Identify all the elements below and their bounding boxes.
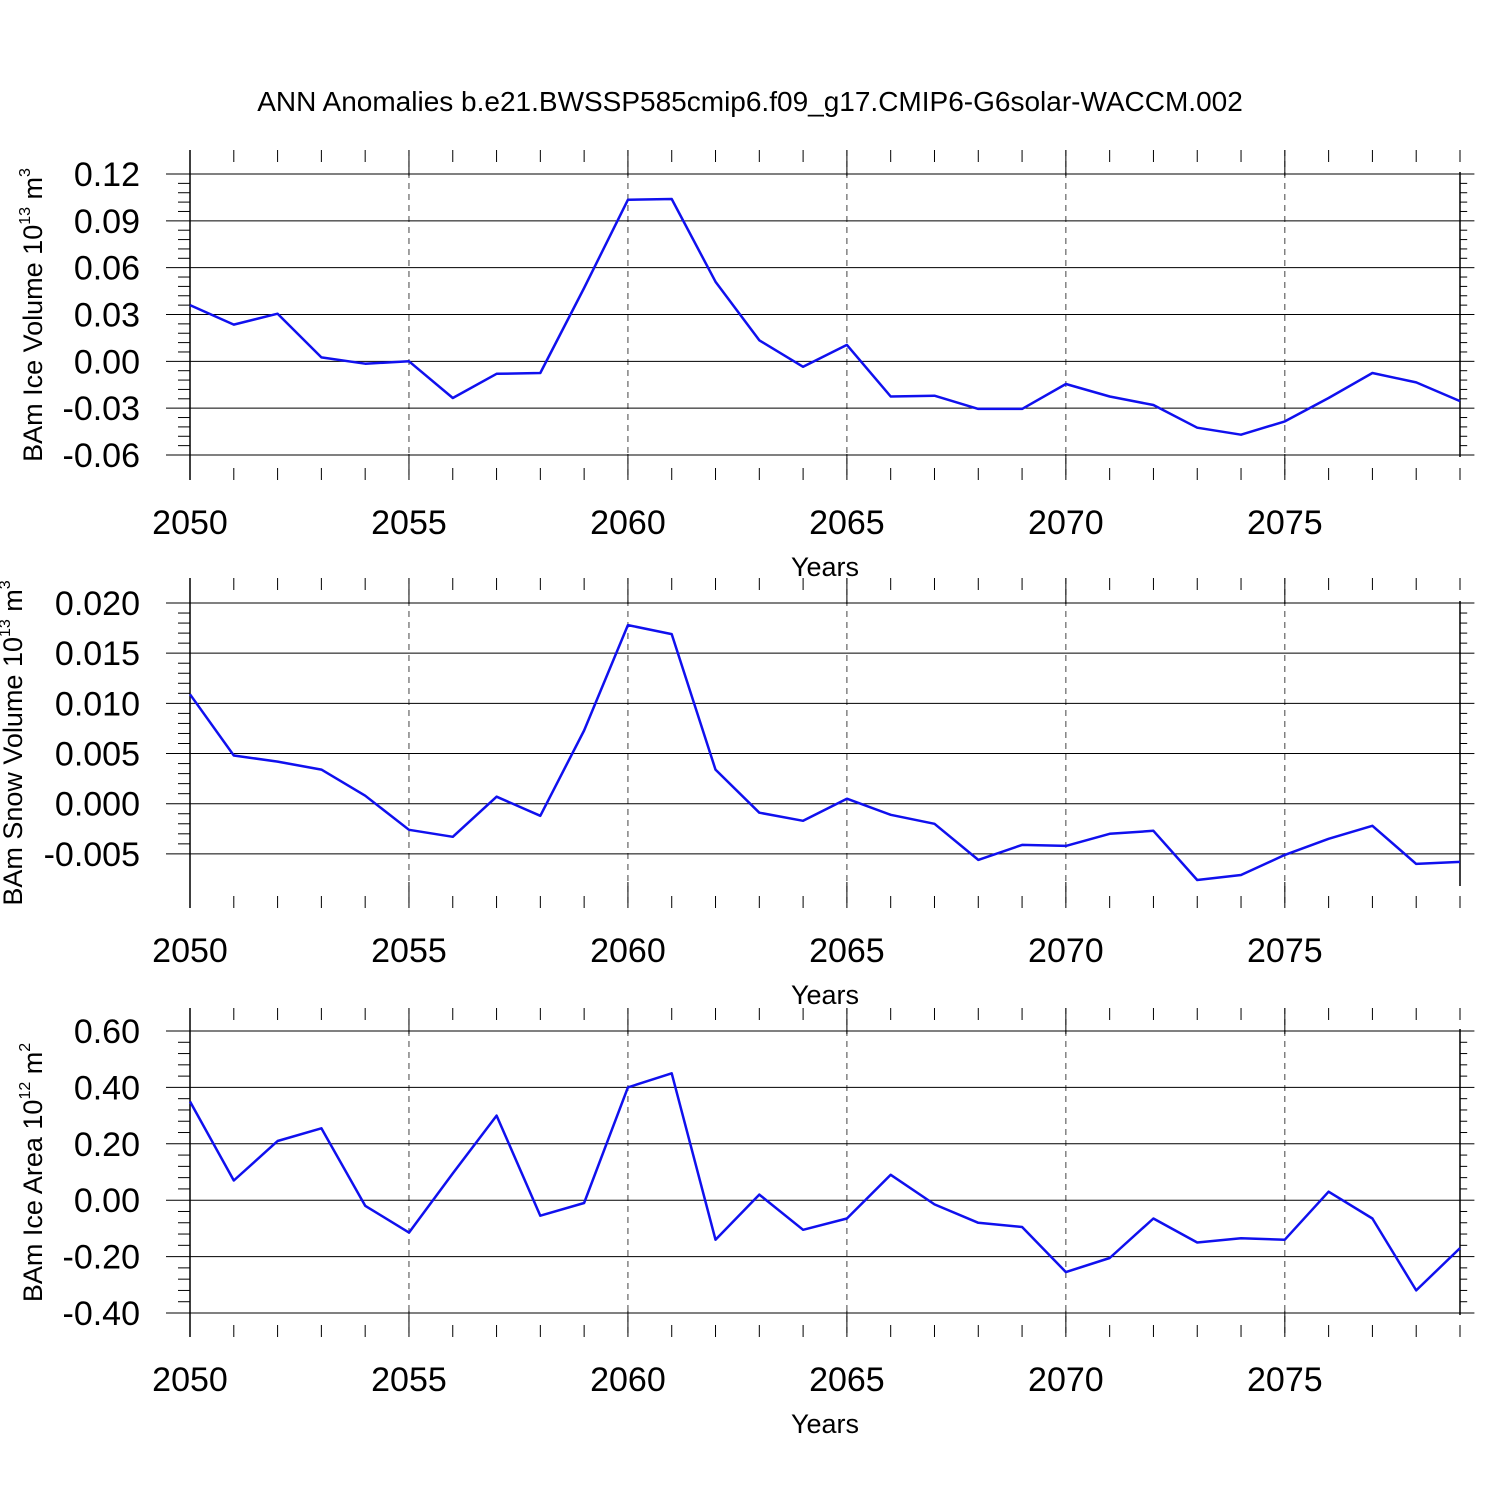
x-tick-label: 2060 — [590, 1361, 666, 1399]
x-tick-label: 2075 — [1247, 504, 1323, 542]
panel-1: 0.12 0.09 0.06 0.03 0.00 -0.03 -0.06 2050 2055 20… — [17, 150, 1475, 582]
x-tick-label: 2065 — [809, 504, 885, 542]
y-axis-label: BAm Snow Volume 1013 m3 — [0, 580, 28, 905]
y-axis-label: BAm Ice Area 1012 m2 — [17, 1043, 48, 1302]
y-tick-label: -0.06 — [63, 437, 141, 475]
y-tick-label: 0.40 — [74, 1069, 140, 1107]
x-tick-label: 2055 — [371, 504, 447, 542]
x-tick-label: 2075 — [1247, 1361, 1323, 1399]
y-tick-label: 0.06 — [74, 250, 140, 288]
x-tick-label: 2060 — [590, 504, 666, 542]
y-tick-label: -0.03 — [63, 390, 141, 428]
y-tick-label: 0.015 — [55, 635, 140, 673]
y-tick-label: 0.00 — [74, 343, 140, 381]
x-tick-label: 2070 — [1028, 504, 1104, 542]
y-tick-label: 0.20 — [74, 1126, 140, 1164]
x-tick-label: 2050 — [152, 932, 228, 970]
x-tick-label: 2065 — [809, 1361, 885, 1399]
x-axis-label: Years — [791, 1409, 859, 1439]
x-tick-label: 2050 — [152, 504, 228, 542]
x-tick-label: 2075 — [1247, 932, 1323, 970]
y-tick-label: 0.010 — [55, 685, 140, 723]
x-axis-label: Years — [791, 552, 859, 582]
series-line — [188, 623, 1461, 882]
x-tick-label: 2065 — [809, 932, 885, 970]
y-tick-label: 0.000 — [55, 786, 140, 824]
y-tick-label: 0.60 — [74, 1013, 140, 1051]
y-tick-label: -0.20 — [63, 1239, 141, 1277]
panels-group: 0.12 0.09 0.06 0.03 0.00 -0.03 -0.06 2050 2055 20… — [0, 150, 1475, 1439]
x-tick-label: 2050 — [152, 1361, 228, 1399]
panel-2: 0.020 0.015 0.010 0.005 0.000 -0.005 2050 2055 2… — [0, 578, 1475, 1010]
x-tick-label: 2070 — [1028, 1361, 1104, 1399]
x-tick-label: 2060 — [590, 932, 666, 970]
chart-title: ANN Anomalies b.e21.BWSSP585cmip6.f09_g1… — [257, 86, 1243, 117]
y-tick-label: -0.005 — [44, 836, 140, 874]
y-tick-label: 0.020 — [55, 585, 140, 623]
y-tick-label: 0.12 — [74, 156, 140, 194]
panel-3: 0.60 0.40 0.20 0.00 -0.20 -0.40 2050 2055 2060 20… — [17, 1008, 1475, 1439]
y-tick-label: 0.09 — [74, 203, 140, 241]
y-axis-label: BAm Ice Volume 1013 m3 — [17, 168, 48, 462]
y-tick-label: 0.03 — [74, 297, 140, 335]
x-tick-label: 2070 — [1028, 932, 1104, 970]
x-axis-label: Years — [791, 980, 859, 1010]
y-tick-label: -0.40 — [63, 1295, 141, 1333]
x-tick-label: 2055 — [371, 1361, 447, 1399]
x-tick-label: 2055 — [371, 932, 447, 970]
y-tick-label: 0.00 — [74, 1182, 140, 1220]
series-line — [188, 1072, 1461, 1292]
y-tick-label: 0.005 — [55, 736, 140, 774]
series-line — [189, 197, 1461, 436]
